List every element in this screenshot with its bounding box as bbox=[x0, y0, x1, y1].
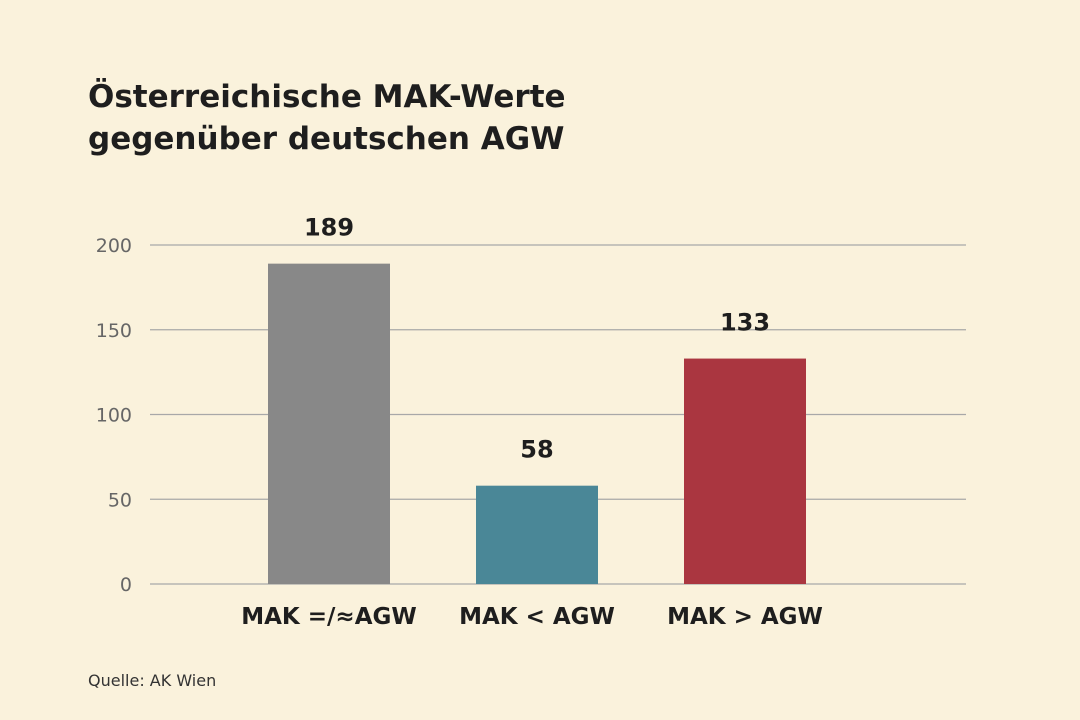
bars bbox=[268, 263, 806, 584]
y-tick-label-0: 0 bbox=[120, 574, 132, 596]
chart-title: Österreichische MAK-Werte gegenüber deut… bbox=[88, 76, 566, 160]
source-note: Quelle: AK Wien bbox=[88, 671, 217, 690]
x-axis-labels: MAK =/≈AGW MAK < AGW MAK > AGW bbox=[241, 604, 823, 630]
x-tick-label-2: MAK < AGW bbox=[459, 604, 615, 630]
y-axis-ticks: 0 50 100 150 200 bbox=[96, 235, 132, 596]
x-tick-label-1: MAK =/≈AGW bbox=[241, 604, 417, 630]
bar-2 bbox=[476, 485, 598, 584]
y-tick-label-150: 150 bbox=[96, 320, 132, 342]
value-label-3: 133 bbox=[720, 309, 770, 337]
value-labels: 189 58 133 bbox=[304, 214, 770, 464]
y-tick-label-50: 50 bbox=[108, 489, 132, 511]
x-tick-label-3: MAK > AGW bbox=[667, 604, 823, 630]
chart-title-line-1: Österreichische MAK-Werte bbox=[88, 79, 566, 115]
y-tick-label-100: 100 bbox=[96, 405, 132, 427]
bar-1 bbox=[268, 263, 390, 584]
bar-3 bbox=[684, 358, 806, 584]
chart-title-line-2: gegenüber deutschen AGW bbox=[88, 121, 565, 157]
value-label-2: 58 bbox=[520, 436, 553, 464]
value-label-1: 189 bbox=[304, 214, 354, 242]
y-tick-label-200: 200 bbox=[96, 235, 132, 257]
